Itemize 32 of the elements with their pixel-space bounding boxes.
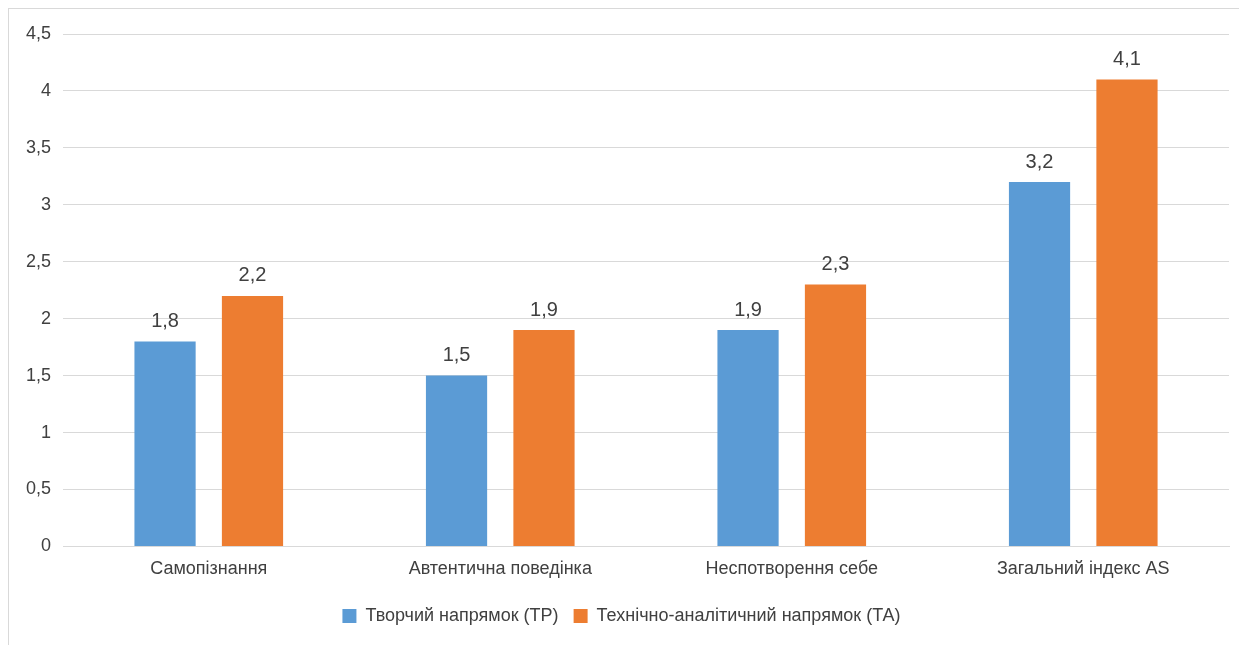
y-tick-label: 0,5 — [25, 478, 52, 499]
y-tick-label: 3,5 — [25, 136, 52, 157]
bar — [513, 330, 575, 546]
x-tick-label: Автентична поведінка — [408, 558, 593, 579]
legend-label: Творчий напрямок (ТР) — [365, 604, 559, 625]
data-label: 2,3 — [821, 252, 850, 275]
x-tick-label: Самопізнання — [150, 558, 268, 579]
bar — [1096, 79, 1158, 546]
data-label: 3,2 — [1025, 149, 1054, 172]
y-tick-label: 2 — [41, 307, 52, 328]
y-tick-label: 2,5 — [25, 250, 52, 271]
data-label: 2,2 — [238, 263, 267, 286]
y-tick-label: 0 — [41, 535, 52, 556]
y-tick-label: 4,5 — [25, 22, 52, 43]
x-tick-label: Загальний індекс AS — [996, 558, 1170, 579]
data-label: 1,9 — [734, 297, 762, 320]
bar — [804, 284, 867, 546]
bar — [425, 375, 488, 546]
data-label: 1,5 — [442, 343, 471, 366]
bar — [717, 330, 779, 546]
y-tick-label: 1 — [41, 421, 52, 442]
y-tick-label: 4 — [41, 79, 52, 100]
data-label: 1,9 — [530, 297, 558, 320]
bar — [221, 295, 284, 546]
data-label: 1,8 — [151, 308, 179, 331]
bar — [134, 341, 196, 546]
x-tick-label: Неспотворення себе — [705, 558, 879, 579]
y-tick-label: 1,5 — [25, 364, 52, 385]
legend-label: Технічно-аналітичний напрямок (ТА) — [596, 604, 901, 625]
y-tick-label: 3 — [41, 193, 52, 214]
data-label: 4,1 — [1113, 47, 1141, 70]
bar — [1008, 182, 1071, 546]
